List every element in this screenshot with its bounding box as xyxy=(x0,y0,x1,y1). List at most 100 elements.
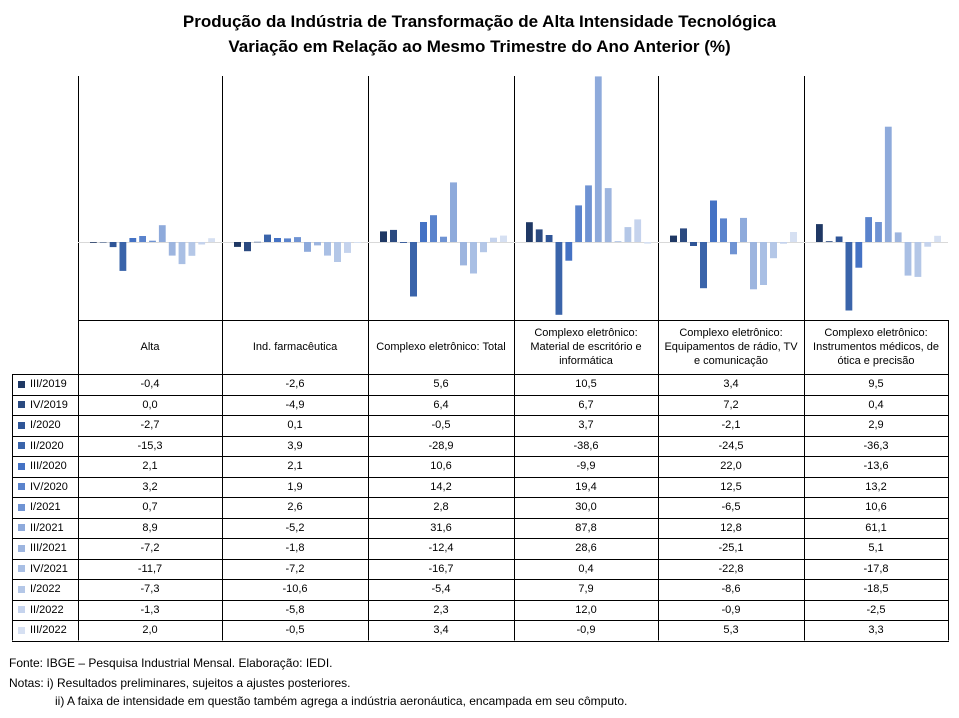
column-header: Complexo eletrônico: Equipamentos de rád… xyxy=(664,327,798,367)
data-label: -17,8 xyxy=(863,562,889,575)
data-label: 3,3 xyxy=(868,624,884,637)
bar xyxy=(614,241,622,242)
column-header: Complexo eletrônico: Total xyxy=(376,341,506,353)
data-label: 7,2 xyxy=(723,398,739,411)
bar xyxy=(109,242,117,248)
data-label: 10,6 xyxy=(865,501,887,514)
column-header: Complexo eletrônico: Material de escritó… xyxy=(530,327,642,367)
data-label: -7,2 xyxy=(140,542,160,555)
bar xyxy=(604,188,612,243)
bar xyxy=(264,234,271,242)
bar xyxy=(740,217,747,242)
legend-label: III/2022 xyxy=(30,624,67,637)
data-label: 0,7 xyxy=(142,501,158,514)
data-label: 13,2 xyxy=(865,480,887,493)
data-label: -15,3 xyxy=(137,439,163,452)
bar xyxy=(244,242,251,252)
data-label: 14,2 xyxy=(430,480,452,493)
bar xyxy=(594,76,602,243)
data-label: 61,1 xyxy=(865,521,887,534)
bar xyxy=(284,238,291,242)
bar xyxy=(526,222,533,242)
data-label: -7,2 xyxy=(285,562,305,575)
data-label: 10,6 xyxy=(430,460,452,473)
data-label: -12,4 xyxy=(428,542,454,555)
bar xyxy=(99,242,107,243)
legend-entry: II/2020 xyxy=(14,436,76,457)
data-label: -0,9 xyxy=(721,603,741,616)
legend-label: III/2020 xyxy=(30,460,67,473)
legend-label: I/2021 xyxy=(30,501,61,514)
bar xyxy=(634,219,642,242)
bar xyxy=(914,242,922,277)
bar xyxy=(690,242,697,246)
data-label: 0,4 xyxy=(868,398,884,411)
legend-label: IV/2020 xyxy=(30,480,68,493)
note-2: ii) A faixa de intensidade em questão ta… xyxy=(55,694,628,708)
bar xyxy=(274,238,281,242)
legend-swatch xyxy=(18,483,25,491)
legend-swatch xyxy=(18,380,25,388)
bar xyxy=(585,185,592,242)
data-label: -36,3 xyxy=(863,439,889,452)
legend-label: II/2020 xyxy=(30,439,64,452)
bar xyxy=(450,182,457,242)
bar xyxy=(730,242,737,255)
data-label: 3,9 xyxy=(287,439,303,452)
legend-label: IV/2019 xyxy=(30,398,68,411)
bar xyxy=(680,228,687,242)
data-label: -6,5 xyxy=(721,501,741,514)
data-label: 5,6 xyxy=(433,378,449,391)
bar xyxy=(924,242,932,247)
data-label: 2,8 xyxy=(433,501,449,514)
data-label: -38,6 xyxy=(573,439,599,452)
legend-entry: I/2021 xyxy=(14,497,76,518)
data-label: 2,9 xyxy=(868,419,884,432)
bar xyxy=(168,242,176,256)
bar xyxy=(490,237,497,242)
bar xyxy=(294,237,301,242)
data-label: 22,0 xyxy=(720,460,742,473)
data-label: 31,6 xyxy=(430,521,452,534)
data-label: -5,2 xyxy=(285,521,305,534)
data-label: -7,3 xyxy=(140,583,160,596)
bar xyxy=(555,242,563,315)
bar xyxy=(129,238,137,242)
bar xyxy=(904,242,912,276)
data-label: 1,9 xyxy=(287,480,303,493)
bar xyxy=(400,242,407,243)
legend-swatch xyxy=(18,421,25,429)
data-label: 0,0 xyxy=(142,398,158,411)
bar xyxy=(208,238,215,242)
data-label: -2,1 xyxy=(721,419,741,432)
data-label: 2,3 xyxy=(433,603,449,616)
bar xyxy=(198,242,206,245)
data-label: 87,8 xyxy=(575,521,597,534)
data-label: 9,5 xyxy=(868,378,884,391)
legend-entry: III/2020 xyxy=(14,456,76,477)
bar xyxy=(750,242,757,290)
data-label: -25,1 xyxy=(718,542,744,555)
data-label: -4,9 xyxy=(285,398,305,411)
legend-swatch xyxy=(18,544,25,552)
data-label: -0,4 xyxy=(140,378,160,391)
bar xyxy=(700,242,707,289)
data-label: -13,6 xyxy=(863,460,889,473)
bar xyxy=(460,242,467,266)
bar xyxy=(254,241,261,243)
bar xyxy=(139,236,146,242)
data-label: -16,7 xyxy=(428,562,454,575)
data-label: -2,6 xyxy=(285,378,305,391)
data-label: 3,4 xyxy=(723,378,739,391)
legend-entry: IV/2020 xyxy=(14,477,76,498)
legend-entry: III/2019 xyxy=(14,374,76,395)
bar xyxy=(670,235,677,242)
bar xyxy=(875,222,882,242)
data-label: -18,5 xyxy=(863,583,889,596)
bar xyxy=(535,229,543,242)
data-label: 5,1 xyxy=(868,542,884,555)
legend-label: I/2020 xyxy=(30,419,61,432)
data-label: -1,3 xyxy=(140,603,160,616)
bar xyxy=(380,231,387,242)
